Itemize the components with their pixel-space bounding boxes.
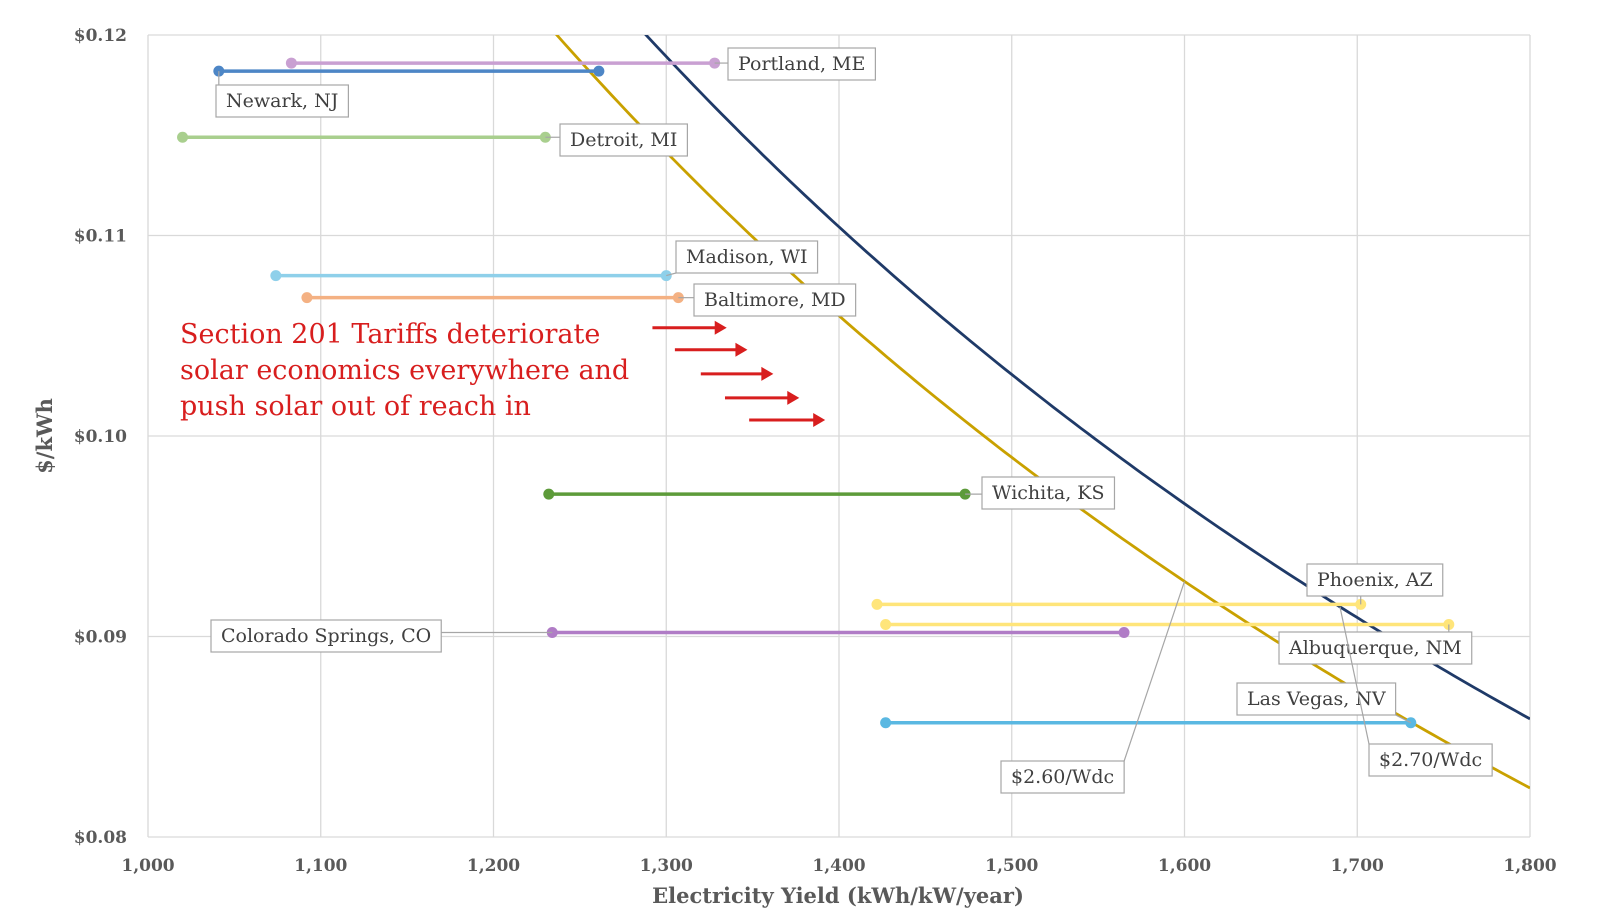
city-range-start — [285, 57, 297, 69]
city-label-box — [215, 84, 349, 118]
tariff-arrows — [652, 320, 826, 427]
city-range-start — [301, 292, 313, 304]
curve-label-text: $2.70/Wdc — [1379, 749, 1482, 771]
curve-label: $2.70/Wdc — [1339, 606, 1493, 777]
annotation-line: solar economics everywhere and — [180, 355, 629, 386]
x-tick-label: 1,200 — [467, 856, 520, 876]
grid — [147, 34, 1531, 838]
city-label: Baltimore, MD — [678, 283, 857, 317]
city-range-start — [177, 131, 189, 143]
curve-label-leader — [1339, 606, 1370, 745]
city-label: Albuquerque, NM — [1278, 624, 1473, 665]
tariff-annotation: Section 201 Tariffs deteriorate solar eco… — [180, 319, 629, 422]
city-label-box — [675, 240, 819, 274]
tariff-arrow-head — [714, 320, 727, 335]
tariff-arrow-head — [787, 390, 800, 405]
series-labels: Portland, ME Newark, NJ Detroit, MI Madison… — [210, 47, 1493, 794]
city-range-start — [880, 717, 892, 729]
city-ranges — [177, 57, 1455, 729]
curve-label-text: $2.60/Wdc — [1011, 766, 1114, 788]
x-tick-label: 1,700 — [1331, 856, 1384, 876]
x-tick-label: 1,800 — [1503, 856, 1556, 876]
city-label-box — [727, 47, 876, 81]
city-label-leader — [666, 272, 677, 277]
x-tick-label: 1,000 — [121, 856, 174, 876]
city-label: Las Vegas, NV — [1236, 682, 1412, 724]
city-label-text: Phoenix, AZ — [1317, 569, 1433, 591]
city-label-text: Portland, ME — [738, 53, 865, 75]
tariff-arrow-head — [813, 412, 826, 427]
city-label: Newark, NJ — [215, 71, 349, 118]
x-tick-label: 1,500 — [985, 856, 1038, 876]
x-axis-title: Electricity Yield (kWh/kW/year) — [652, 883, 1024, 908]
city-label-box — [1278, 631, 1473, 665]
x-tick-label: 1,600 — [1158, 856, 1211, 876]
city-range-start — [270, 270, 282, 282]
y-tick-label: $0.11 — [74, 227, 127, 247]
city-range-start — [871, 598, 883, 610]
city-label: Colorado Springs, CO — [210, 619, 553, 653]
curve-label: $2.60/Wdc — [1000, 581, 1186, 794]
city-label-text: Colorado Springs, CO — [221, 625, 431, 647]
city-label-box — [981, 476, 1116, 510]
curve-label-box — [1368, 743, 1493, 777]
city-label-text: Wichita, KS — [992, 482, 1104, 504]
x-tick-label: 1,300 — [640, 856, 693, 876]
axis-ticks: 1,000 1,100 1,200 1,300 1,400 1,500 1,600 1,700… — [74, 26, 1557, 876]
city-range-start — [543, 488, 555, 500]
y-axis-title: $/kWh — [32, 398, 57, 474]
x-tick-label: 1,400 — [812, 856, 865, 876]
y-tick-label: $0.12 — [74, 26, 127, 46]
annotation-line: Section 201 Tariffs deteriorate — [180, 319, 600, 350]
city-label: Madison, WI — [666, 240, 819, 277]
annotation-line: push solar out of reach in — [180, 391, 531, 422]
city-label: Detroit, MI — [545, 123, 688, 157]
y-tick-label: $0.09 — [74, 628, 127, 648]
city-label-text: Newark, NJ — [226, 90, 338, 112]
city-range-end — [1118, 626, 1130, 638]
city-label-box — [210, 619, 442, 653]
city-label: Phoenix, AZ — [1306, 563, 1444, 605]
tariff-arrow-head — [761, 366, 774, 381]
city-label-text: Detroit, MI — [570, 129, 677, 151]
city-range-start — [880, 618, 892, 630]
city-label-box — [1236, 682, 1397, 716]
curve-label-box — [1000, 760, 1125, 794]
city-label-text: Baltimore, MD — [704, 289, 846, 311]
city-label-leader — [1395, 714, 1412, 724]
city-label-box — [559, 123, 688, 157]
city-label-text: Albuquerque, NM — [1288, 637, 1462, 659]
city-label-text: Madison, WI — [686, 246, 808, 268]
city-label-box — [1306, 563, 1444, 597]
city-label-text: Las Vegas, NV — [1247, 688, 1386, 710]
y-tick-label: $0.10 — [74, 427, 127, 447]
y-tick-label: $0.08 — [74, 828, 127, 848]
tariff-arrow-head — [735, 342, 748, 357]
city-label-box — [693, 283, 857, 317]
city-range-end — [593, 65, 605, 77]
city-label: Wichita, KS — [965, 476, 1116, 510]
x-tick-label: 1,100 — [294, 856, 347, 876]
city-label: Portland, ME — [714, 47, 876, 81]
curve-label-leader — [1123, 581, 1186, 762]
curve-line — [644, 35, 1530, 721]
